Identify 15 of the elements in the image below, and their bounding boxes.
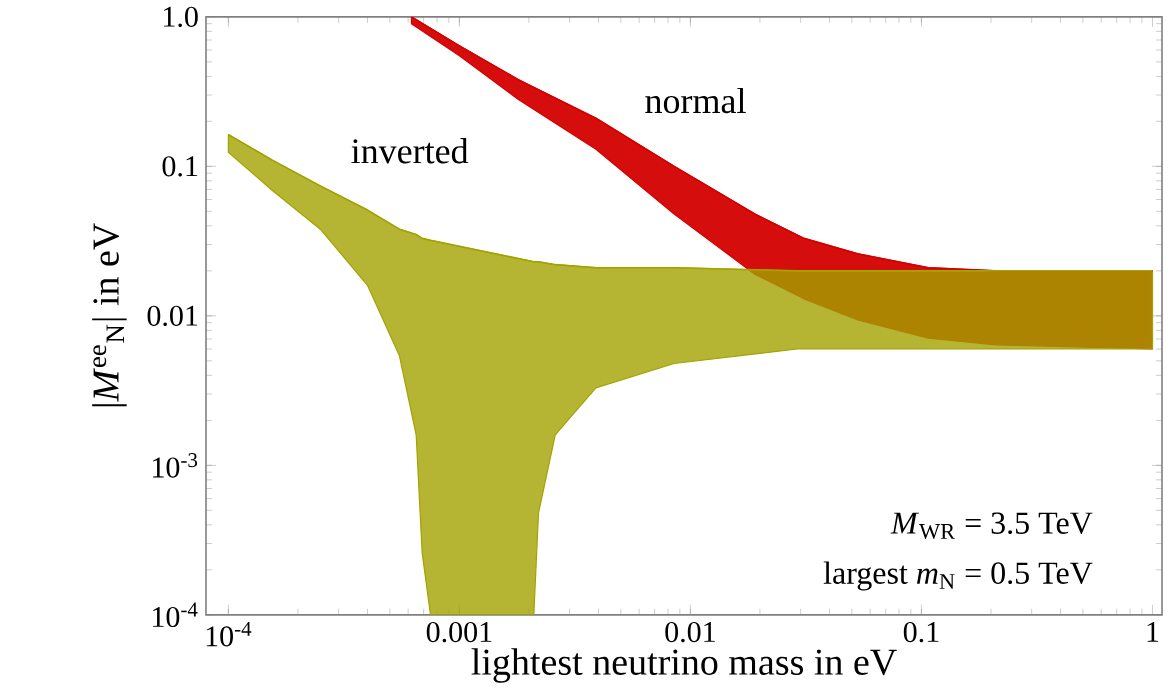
series-label: inverted <box>351 138 469 164</box>
y-tick-label: 0.01 <box>147 305 198 327</box>
x-tick-label: 0.001 <box>426 622 492 643</box>
annotation: M$_{WR}$ = 3.5 TeV <box>890 512 1093 540</box>
y-tick-label: 1.0 <box>164 6 198 28</box>
y-tick-label: 0.1 <box>162 156 198 177</box>
annotation: largest m$_{N}$ = 0.5 TeV <box>823 561 1093 591</box>
y-tick-label: 10$^{-3}$ <box>153 453 198 478</box>
x-axis-title: lightest neutrino mass in eV <box>471 648 897 683</box>
x-tick-label: 0.1 <box>903 622 939 643</box>
series-label: normal <box>645 87 746 114</box>
x-tick-label: 1 <box>1147 622 1159 642</box>
x-tick-label: 0.01 <box>665 622 715 643</box>
y-axis-title: |M$^{ee}$$_{N}$| in eV <box>92 223 127 407</box>
x-tick-label: 10$^{-4}$ <box>206 622 252 647</box>
